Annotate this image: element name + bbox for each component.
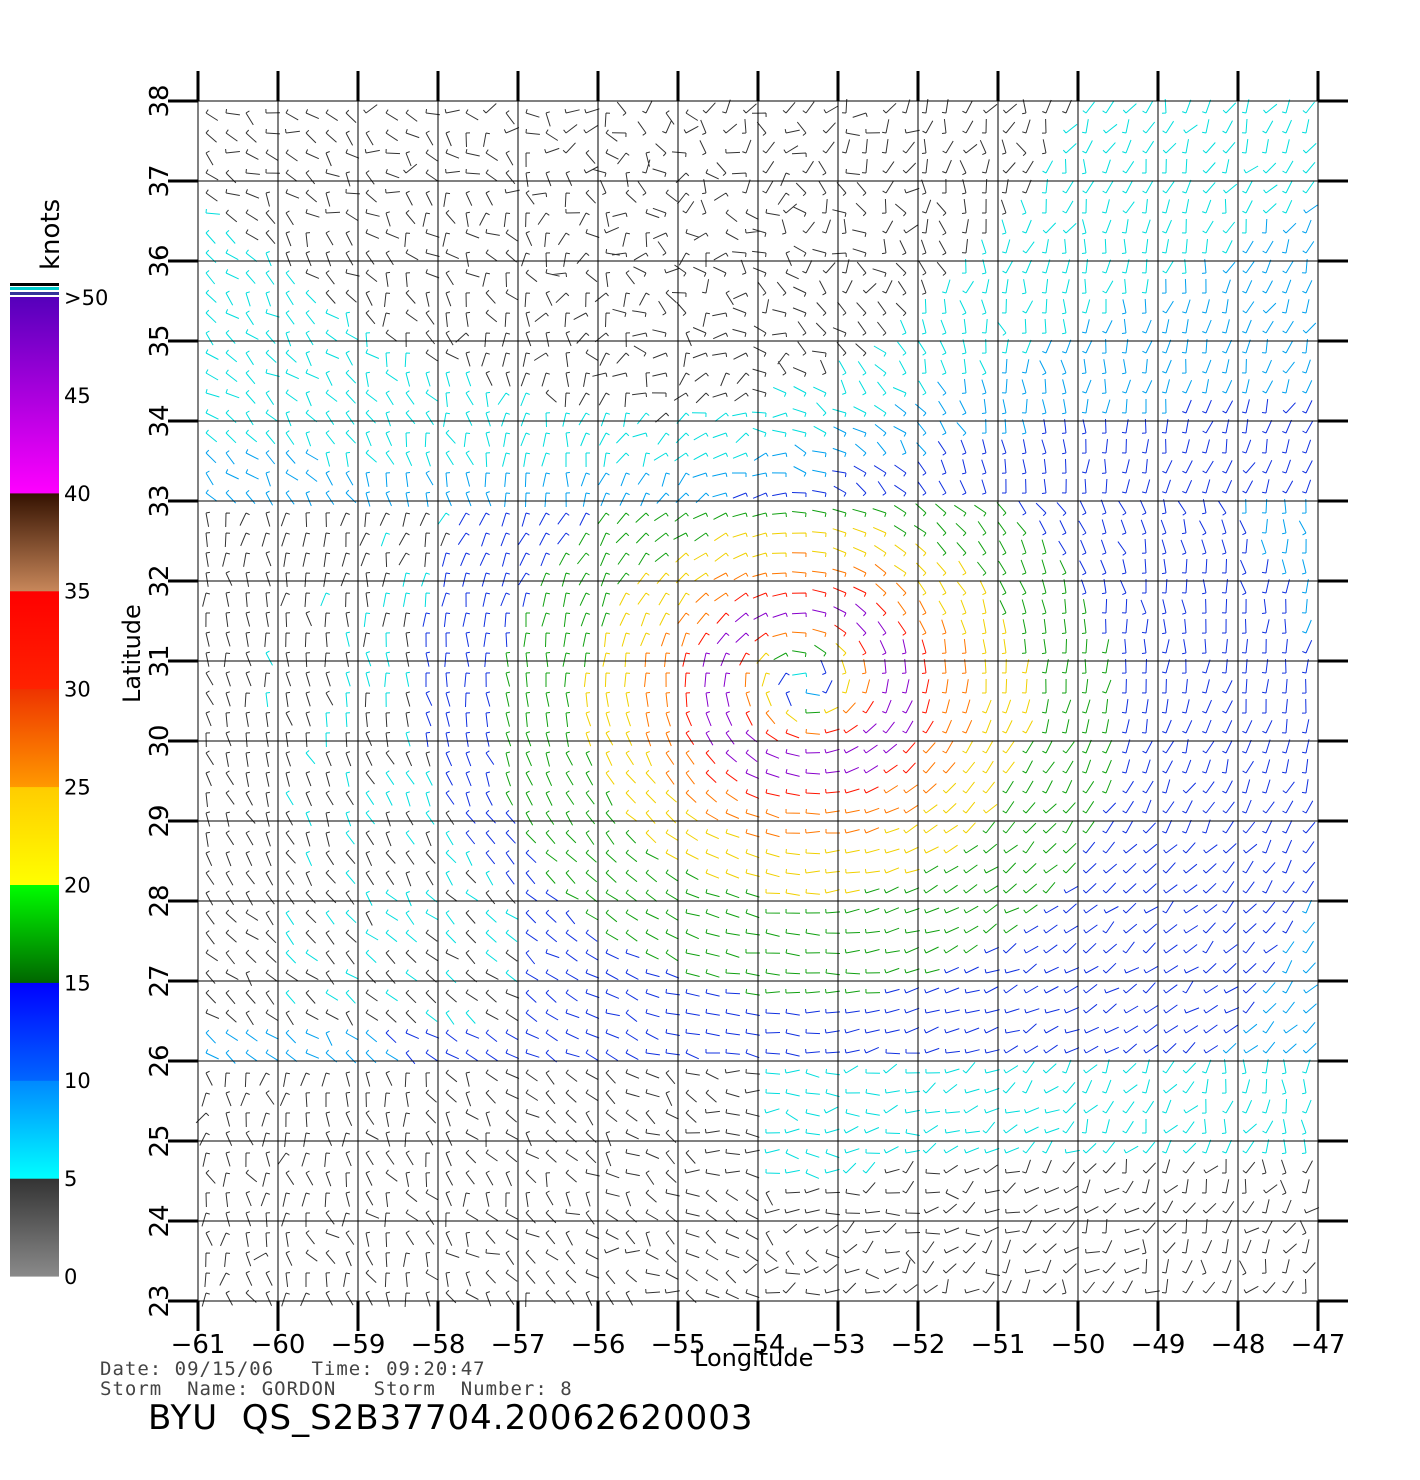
longitude-tick-label: −50 — [1051, 1330, 1106, 1360]
wind-vector-group — [644, 552, 973, 838]
colorbar-tick-label: 25 — [64, 776, 91, 800]
longitude-tick-label: −49 — [1131, 1330, 1186, 1360]
date-time-line: Date: 09/15/06 Time: 09:20:47 — [100, 1358, 486, 1380]
colorbar-band — [10, 884, 59, 983]
colorbar-band — [10, 590, 59, 690]
longitude-tick-label: −48 — [1211, 1330, 1266, 1360]
longitude-tick-label: −61 — [171, 1330, 226, 1360]
colorbar-band — [10, 1178, 59, 1277]
latitude-tick-label: 34 — [145, 404, 175, 437]
wind-vector-group — [505, 502, 1113, 996]
longitude-tick-label: −55 — [651, 1330, 706, 1360]
latitude-tick-label: 37 — [145, 164, 175, 197]
colorbar-tick-label: 10 — [64, 1069, 91, 1093]
latitude-tick-label: 36 — [145, 244, 175, 277]
colorbar-tick-label: >50 — [64, 286, 108, 310]
longitude-tick-label: −58 — [411, 1330, 466, 1360]
latitude-tick-label: 23 — [145, 1284, 175, 1317]
latitude-tick-label: 30 — [145, 724, 175, 757]
longitude-tick-label: −56 — [571, 1330, 626, 1360]
colorbar-band — [10, 297, 59, 494]
colorbar-band — [10, 786, 59, 885]
colorbar-cap — [10, 283, 59, 286]
wind-vector-group — [385, 399, 1316, 1065]
longitude-tick-label: −53 — [811, 1330, 866, 1360]
colorbar-band — [10, 492, 59, 592]
colorbar-tick-label: 20 — [64, 873, 91, 897]
latitude-tick-label: 27 — [145, 964, 175, 997]
longitude-tick-label: −47 — [1291, 1330, 1346, 1360]
latitude-tick-label: 31 — [145, 644, 175, 677]
colorbar-tick-label: 15 — [64, 971, 91, 995]
longitude-tick-label: −60 — [251, 1330, 306, 1360]
latitude-tick-label: 38 — [145, 84, 175, 117]
x-axis-label: Longitude — [694, 1344, 814, 1372]
latitude-tick-label: 24 — [145, 1204, 175, 1237]
colorbar-cap — [10, 292, 59, 295]
latitude-tick-label: 32 — [145, 564, 175, 597]
latitude-tick-label: 26 — [145, 1044, 175, 1077]
colorbar-cap — [10, 287, 59, 290]
wind-vector-group — [682, 586, 934, 799]
colorbar-band — [10, 982, 59, 1081]
colorbar-tick-label: 45 — [64, 384, 91, 408]
colorbar-tick-label: 40 — [64, 482, 91, 506]
colorbar-tick-label: 30 — [64, 678, 91, 702]
colorbar-unit: knots — [36, 198, 66, 270]
colorbar: 0 5 10 15 20 25 30 35 40 45 >50 — [10, 283, 108, 1289]
colorbar-tick-label: 35 — [64, 580, 91, 604]
longitude-tick-label: −51 — [971, 1330, 1026, 1360]
latitude-tick-label: 25 — [145, 1124, 175, 1157]
latitude-tick-label: 35 — [145, 324, 175, 357]
wind-vector-group — [205, 204, 1318, 1064]
latitude-tick-label: 28 — [145, 884, 175, 917]
storm-name-line: Storm Name: GORDON Storm Number: 8 — [100, 1378, 573, 1400]
wind-vector-group — [195, 98, 1320, 1308]
latitude-tick-label: 29 — [145, 804, 175, 837]
wind-vector-group — [583, 526, 1033, 896]
wind-vector-group — [205, 98, 1317, 1179]
latitude-tick-label: 33 — [145, 484, 175, 517]
longitude-tick-label: −57 — [491, 1330, 546, 1360]
y-axis-label: Latitude — [118, 604, 146, 703]
colorbar-tick-label: 0 — [64, 1265, 77, 1289]
map-grid — [197, 100, 1319, 1302]
longitude-tick-label: −54 — [731, 1330, 786, 1360]
axis-ticks: −61 −60 −59 −58 −57 −56 −55 −54 −53 −52 −51 −50 −49−… — [145, 71, 1348, 1360]
longitude-tick-label: −59 — [331, 1330, 386, 1360]
product-title: BYU QS_S2B37704.20062620003 — [148, 1398, 754, 1438]
colorbar-tick-label: 5 — [64, 1167, 77, 1191]
wind-vector-group — [702, 603, 914, 780]
colorbar-band — [10, 1080, 59, 1179]
longitude-tick-label: −52 — [891, 1330, 946, 1360]
wind-vectors — [195, 98, 1320, 1308]
colorbar-band — [10, 688, 59, 788]
